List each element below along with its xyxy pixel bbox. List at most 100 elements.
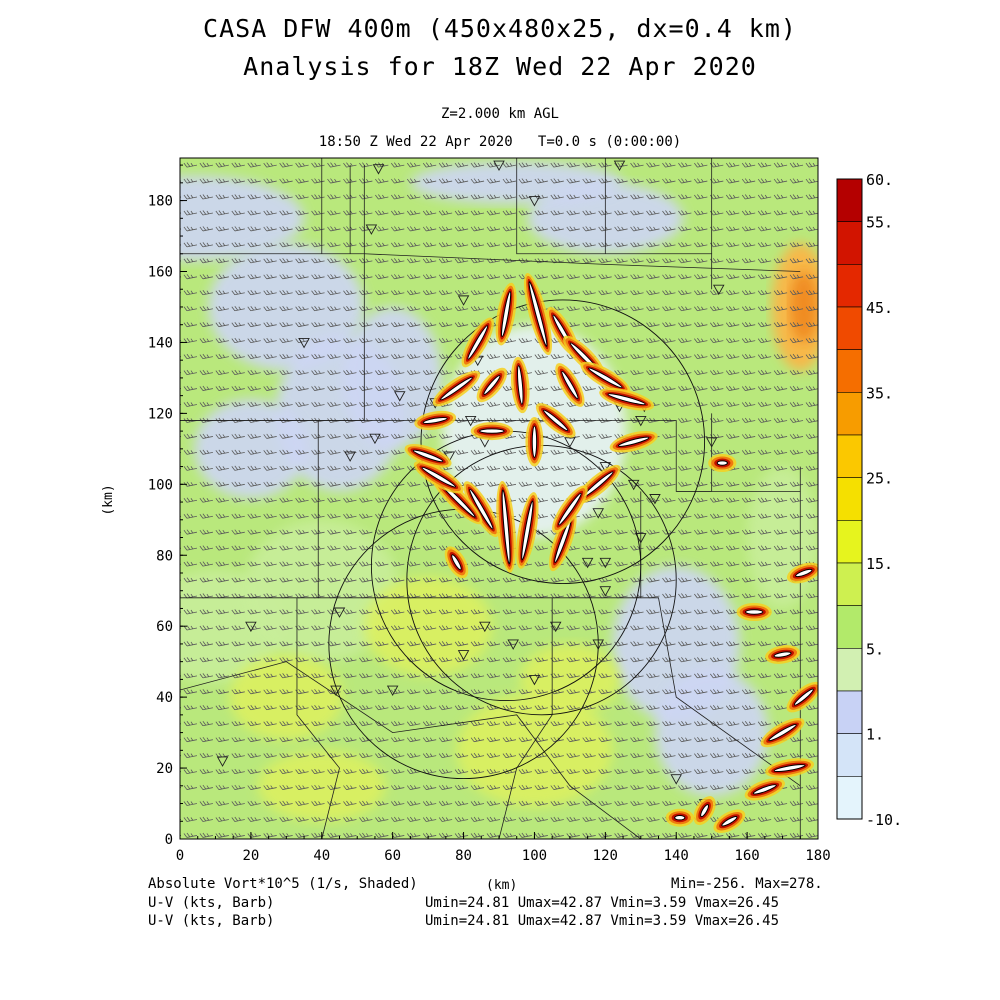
vorticity-cell <box>516 492 539 569</box>
radar-site-marker <box>216 756 229 767</box>
cell-center <box>773 651 792 658</box>
cell-center <box>561 370 579 400</box>
cell-center <box>768 724 797 742</box>
cell-center <box>421 466 456 488</box>
cell-center <box>517 365 524 405</box>
colorbar-segment <box>836 776 863 820</box>
colorbar-segment <box>836 520 863 564</box>
cell-center <box>440 376 473 401</box>
vorticity-cell <box>525 417 544 467</box>
cell-center <box>469 488 494 530</box>
colorbar-segment <box>836 648 863 692</box>
cell-center <box>479 428 505 434</box>
y-tick-label: 100 <box>148 477 173 493</box>
y-tick-label: 0 <box>165 832 173 848</box>
field-region <box>520 643 620 715</box>
county-line <box>180 661 642 839</box>
vorticity-cell <box>413 461 464 494</box>
radar-site-marker <box>344 451 356 462</box>
vorticity-cell <box>760 717 805 748</box>
cell-center <box>716 460 728 466</box>
radar-site-marker <box>298 337 310 349</box>
cell-center <box>558 492 582 526</box>
vorticity-cell <box>535 403 576 438</box>
vorticity-cell <box>786 562 818 584</box>
wind1-label: U-V (kts, Barb) <box>148 895 275 911</box>
cell-center <box>531 425 538 458</box>
colorbar-segment <box>836 264 863 308</box>
radar-site-marker <box>507 639 519 650</box>
vorticity-cell <box>444 546 469 579</box>
radar-site-marker <box>712 284 725 296</box>
radar-site-marker <box>479 621 491 633</box>
radar-site-marker <box>372 164 385 175</box>
y-tick-label: 80 <box>156 548 173 564</box>
colorbar-segment <box>836 392 863 436</box>
colorbar-label: 45. <box>866 299 893 317</box>
colorbar: 60. 55. 45. 35. 25. 15. 5. 1. -10. <box>836 171 902 829</box>
radar-site-marker <box>599 462 612 473</box>
county-line <box>516 158 713 290</box>
county-line <box>676 413 713 492</box>
colorbar-segment <box>836 221 863 265</box>
y-tick-label: 40 <box>156 690 173 706</box>
x-tick-label: 20 <box>242 848 259 864</box>
wind1-stats: Umin=24.81 Umax=42.87 Vmin=3.59 Vmax=26.… <box>425 895 780 911</box>
colorbar-label: 25. <box>866 470 893 488</box>
radar-site-marker <box>365 224 378 235</box>
radar-site-marker <box>245 621 257 633</box>
chart-title: CASA DFW 400m (450x480x25, dx=0.4 km) <box>203 14 797 43</box>
radar-site-marker <box>705 437 718 448</box>
radar-site-marker <box>493 160 505 172</box>
colorbar-label: 55. <box>866 214 893 232</box>
county-line <box>640 597 801 787</box>
x-axis-label: (km) <box>486 878 518 893</box>
vorticity-cell <box>496 481 516 573</box>
wind2-stats: Umin=24.81 Umax=42.87 Vmin=3.59 Vmax=26.… <box>425 913 780 929</box>
colorbar-label: 1. <box>866 726 884 744</box>
x-tick-label: 160 <box>734 848 759 864</box>
level-label: Z=2.000 km AGL <box>440 106 559 122</box>
field-region <box>257 750 386 822</box>
cell-center <box>501 489 511 565</box>
vorticity-cell <box>708 454 737 473</box>
field-region <box>194 399 308 499</box>
cell-center <box>773 764 806 773</box>
colorbar-label: -10. <box>866 811 902 829</box>
vorticity-cell <box>523 272 552 356</box>
radar-site-marker <box>581 557 594 569</box>
radar-site-marker <box>635 416 647 427</box>
cell-center <box>721 816 738 827</box>
county-line <box>498 597 553 839</box>
vorticity-cell <box>609 430 658 453</box>
x-tick-label: 120 <box>593 848 618 864</box>
cell-center <box>588 367 623 389</box>
radar-site-marker <box>613 160 626 172</box>
cell-center <box>700 804 710 818</box>
wind-barbs <box>180 162 818 838</box>
wind-barb-set <box>180 162 818 838</box>
field-region <box>229 654 344 740</box>
colorbar-frame <box>836 178 863 820</box>
radar-site-marker <box>599 586 612 597</box>
radar-site-marker <box>528 196 541 207</box>
colorbar-segment <box>836 306 863 350</box>
y-axis-label: (km) <box>101 484 116 515</box>
radar-site-marker <box>464 416 477 427</box>
vorticity-cell <box>665 808 694 827</box>
cell-center <box>412 449 444 463</box>
cell-center <box>483 375 501 395</box>
y-tick-label: 180 <box>148 194 173 210</box>
cell-center <box>467 325 489 360</box>
radar-site-marker <box>393 391 406 402</box>
vorticity-cell <box>470 422 514 441</box>
valid-time-label: 18:50 Z Wed 22 Apr 2020 T=0.0 s (0:00:00… <box>318 134 682 150</box>
colorbar-label: 15. <box>866 555 893 573</box>
county-boundaries <box>180 158 801 839</box>
vorticity-cell <box>432 370 481 407</box>
cell-center <box>793 688 814 706</box>
colorbar-segment <box>836 434 863 478</box>
y-tick-label: 60 <box>156 619 173 635</box>
vorticity-cell <box>713 809 746 834</box>
vorticity-cell <box>786 681 818 713</box>
